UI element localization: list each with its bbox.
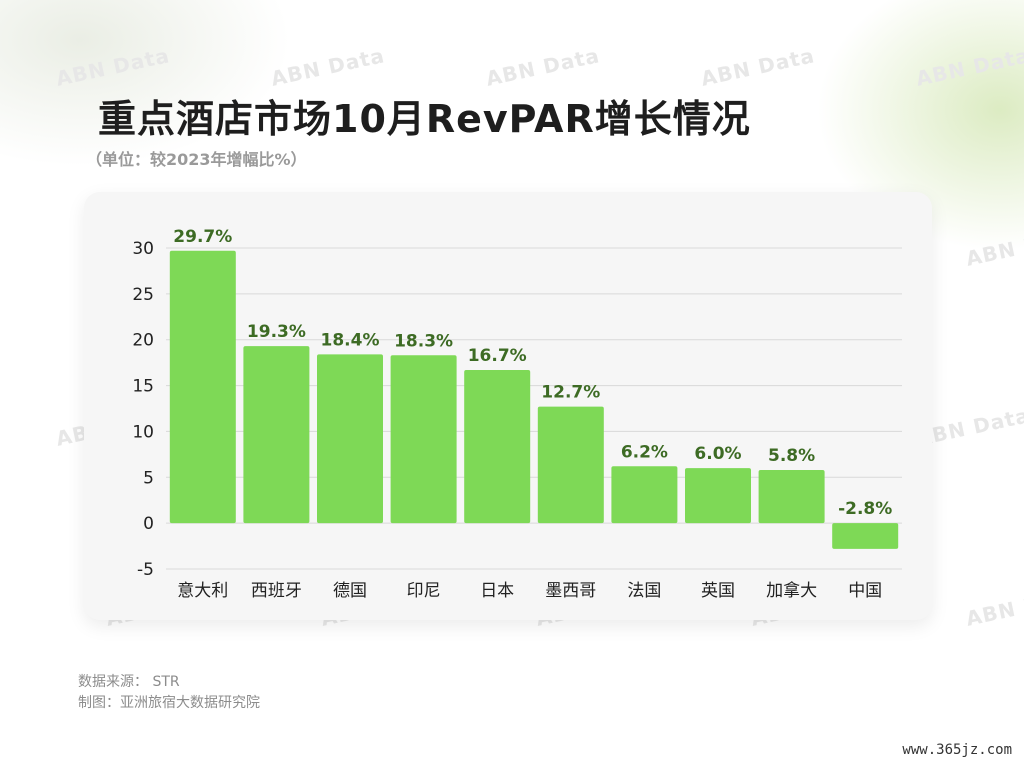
- data-source: 数据来源： STR: [78, 674, 180, 690]
- category-label: 法国: [627, 581, 661, 601]
- y-tick-label: -5: [137, 560, 154, 580]
- category-label: 日本: [480, 581, 514, 601]
- y-tick-label: 20: [132, 331, 154, 351]
- category-label: 加拿大: [766, 580, 817, 601]
- y-tick-label: 25: [132, 285, 154, 305]
- y-tick-label: 0: [143, 514, 154, 534]
- site-url: www.365jz.com: [902, 742, 1012, 758]
- data-label: 16.7%: [468, 346, 527, 366]
- data-label: 12.7%: [541, 383, 600, 403]
- chart-card: -5 0 5 10 15 20 25 30 29.7% 意大利 19.3% 西班牙 18.4% 德国 18.…: [84, 192, 932, 620]
- source-block: 数据来源： STR 制图：亚洲旅宿大数据研究院: [78, 672, 260, 714]
- bar: [611, 466, 678, 524]
- data-label: 19.3%: [247, 322, 306, 342]
- y-tick-label: 15: [132, 377, 154, 397]
- data-label: 6.0%: [694, 444, 741, 464]
- chart-title: 重点酒店市场10月RevPAR增长情况: [98, 97, 751, 141]
- bar: [317, 354, 383, 524]
- bar: [758, 469, 825, 524]
- bar-chart: -5 0 5 10 15 20 25 30 29.7% 意大利 19.3% 西班牙 18.4% 德国 18.…: [132, 227, 902, 601]
- bar: [832, 523, 899, 549]
- data-label: 18.4%: [321, 330, 380, 350]
- chart-credit: 制图：亚洲旅宿大数据研究院: [78, 695, 260, 711]
- category-label: 意大利: [177, 581, 228, 601]
- y-tick-label: 5: [143, 468, 154, 488]
- bar: [390, 355, 457, 524]
- category-label: 中国: [848, 581, 882, 601]
- bar: [169, 250, 236, 524]
- category-label: 德国: [333, 581, 367, 601]
- chart-subtitle: （单位：较2023年增幅比%）: [86, 150, 307, 169]
- bar: [464, 369, 531, 524]
- category-label: 墨西哥: [545, 581, 596, 601]
- data-label: 29.7%: [173, 227, 232, 247]
- bar: [537, 406, 604, 524]
- data-label: 5.8%: [768, 446, 815, 466]
- category-label: 西班牙: [251, 581, 302, 601]
- category-label: 英国: [701, 581, 735, 601]
- data-label: -2.8%: [838, 499, 892, 519]
- bar: [685, 468, 751, 524]
- y-tick-label: 30: [132, 239, 154, 259]
- bar: [243, 346, 310, 524]
- data-label: 18.3%: [394, 331, 453, 351]
- y-tick-label: 10: [132, 422, 154, 442]
- data-label: 6.2%: [621, 442, 668, 462]
- category-label: 印尼: [407, 581, 441, 601]
